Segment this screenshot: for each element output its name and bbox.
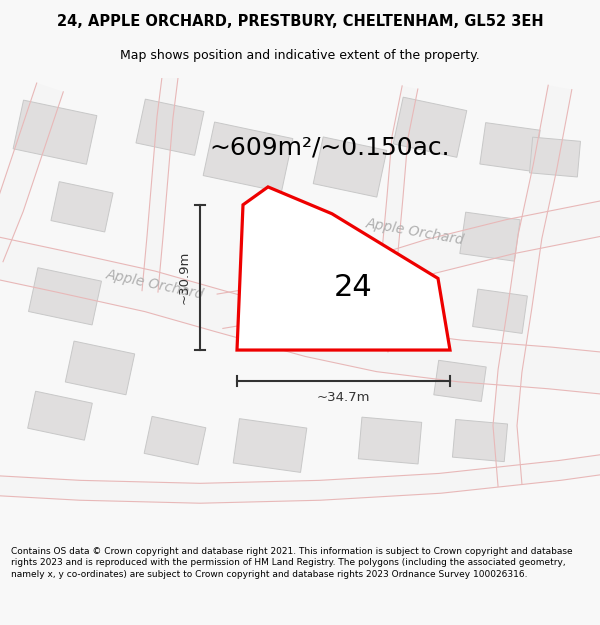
Polygon shape [372, 86, 418, 352]
Polygon shape [51, 182, 113, 232]
Polygon shape [480, 122, 540, 172]
Polygon shape [313, 137, 387, 197]
Text: ~30.9m: ~30.9m [178, 251, 191, 304]
Polygon shape [473, 289, 527, 333]
Polygon shape [203, 122, 293, 192]
Polygon shape [460, 212, 520, 261]
Text: ~34.7m: ~34.7m [317, 391, 370, 404]
Text: ~609m²/~0.150ac.: ~609m²/~0.150ac. [209, 135, 451, 159]
Polygon shape [13, 100, 97, 164]
Text: Apple Orchard: Apple Orchard [105, 267, 205, 302]
Polygon shape [65, 341, 134, 395]
Polygon shape [530, 137, 580, 177]
Polygon shape [142, 76, 178, 292]
Polygon shape [237, 187, 450, 350]
Polygon shape [0, 83, 63, 262]
Polygon shape [217, 199, 600, 328]
Polygon shape [28, 391, 92, 440]
Text: 24: 24 [334, 273, 373, 302]
Polygon shape [0, 236, 600, 395]
Text: Apple Orchard: Apple Orchard [365, 216, 466, 248]
Polygon shape [434, 361, 486, 401]
Text: Contains OS data © Crown copyright and database right 2021. This information is : Contains OS data © Crown copyright and d… [11, 547, 572, 579]
Polygon shape [393, 97, 467, 158]
Polygon shape [0, 454, 600, 503]
Polygon shape [358, 417, 422, 464]
Polygon shape [144, 416, 206, 465]
Polygon shape [452, 419, 508, 462]
Polygon shape [233, 419, 307, 472]
Polygon shape [29, 268, 101, 325]
Polygon shape [136, 99, 204, 156]
Text: Map shows position and indicative extent of the property.: Map shows position and indicative extent… [120, 49, 480, 62]
Text: 24, APPLE ORCHARD, PRESTBURY, CHELTENHAM, GL52 3EH: 24, APPLE ORCHARD, PRESTBURY, CHELTENHAM… [56, 14, 544, 29]
Polygon shape [493, 85, 572, 486]
